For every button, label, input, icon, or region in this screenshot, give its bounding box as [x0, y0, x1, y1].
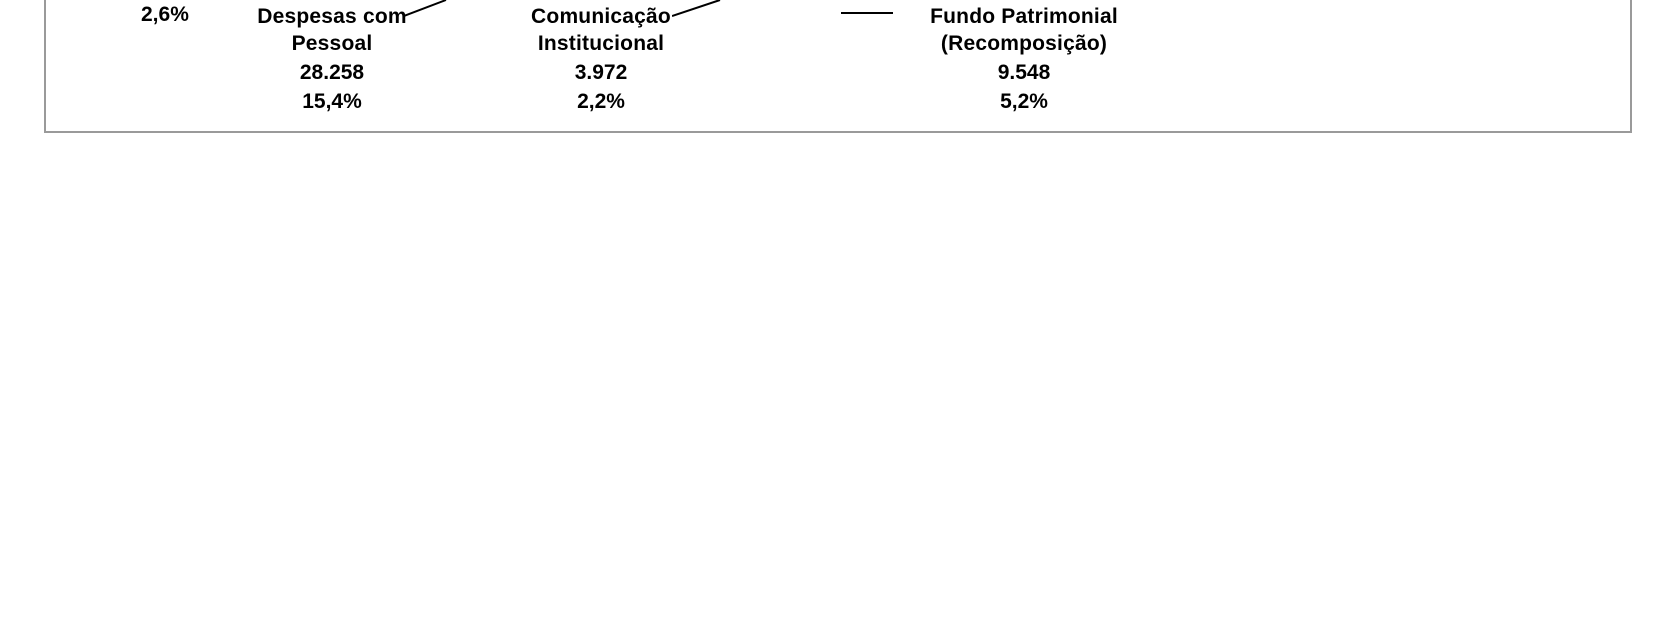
- callout-title-line2: Institucional: [486, 31, 716, 58]
- leader-line-comunicacao: [672, 0, 742, 20]
- leader-line-despesas: [404, 0, 464, 20]
- callout-percent: 15,4%: [222, 89, 442, 116]
- callout-comunicacao-institucional: Comunicação Institucional 3.972 2,2%: [486, 4, 716, 116]
- callout-percent: 2,2%: [486, 89, 716, 116]
- callout-title-line1: Fundo Patrimonial: [884, 4, 1164, 31]
- chart-frame: 2,6% Despesas com Pessoal 28.258 15,4% C…: [44, 0, 1632, 133]
- callout-title-line2: (Recomposição): [884, 31, 1164, 58]
- callout-title-line2: Pessoal: [222, 31, 442, 58]
- callout-value: 28.258: [222, 60, 442, 87]
- callout-fundo-patrimonial: Fundo Patrimonial (Recomposição) 9.548 5…: [884, 4, 1164, 116]
- leader-line-fundo: [841, 8, 901, 18]
- callout-percent: 5,2%: [884, 89, 1164, 116]
- callout-value: 9.548: [884, 60, 1164, 87]
- callout-despesas-pessoal: Despesas com Pessoal 28.258 15,4%: [222, 4, 442, 116]
- callout-value: 3.972: [486, 60, 716, 87]
- orphan-percent-label: 2,6%: [141, 3, 189, 27]
